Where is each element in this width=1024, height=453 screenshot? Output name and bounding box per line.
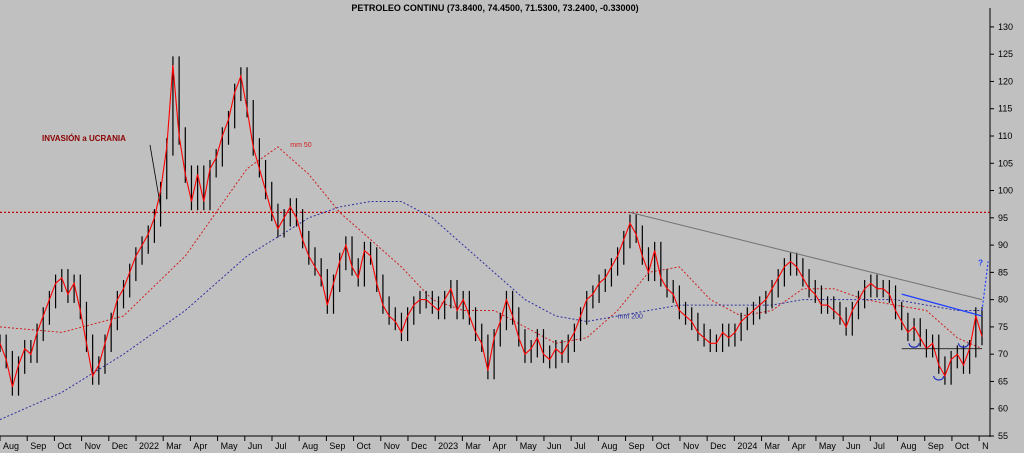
pattern-arc (957, 343, 970, 348)
x-tick-label: Nov (683, 441, 700, 451)
x-tick-label: Sep (329, 441, 345, 451)
x-tick-label: 2022 (139, 441, 159, 451)
mm50-label: mm 50 (290, 142, 312, 149)
pattern-arc (933, 375, 945, 381)
x-tick-label: Aug (601, 441, 617, 451)
y-tick-label: 65 (998, 376, 1008, 386)
x-tick-label: Dec (411, 441, 428, 451)
annotations: ? INVASIÓN a UCRANIA mm 50 mm 200 (42, 134, 989, 381)
y-tick-label: 95 (998, 213, 1008, 223)
downtrend-line (629, 211, 983, 301)
x-tick-label: Jun (248, 441, 263, 451)
y-tick-label: 105 (998, 158, 1013, 168)
y-tick-label: 120 (998, 76, 1013, 86)
x-tick-label: Nov (85, 441, 102, 451)
x-tick-label: Oct (955, 441, 970, 451)
candles (0, 56, 983, 396)
question-mark: ? (978, 258, 983, 267)
y-tick-label: 75 (998, 322, 1008, 332)
x-tick-label: Jun (846, 441, 861, 451)
x-tick-label: Aug (3, 441, 19, 451)
moving-average-line (0, 146, 983, 350)
x-tick-label: Aug (302, 441, 318, 451)
y-tick-label: 100 (998, 186, 1013, 196)
x-tick-label: Dec (112, 441, 129, 451)
chart-title: PETROLEO CONTINU (73.8400, 74.4500, 71.5… (351, 3, 638, 13)
x-tick-label: Sep (928, 441, 944, 451)
x-tick-label: Mar (465, 441, 481, 451)
x-tick-label: Mar (166, 441, 182, 451)
mm200-label: mm 200 (618, 314, 643, 321)
x-tick-label: Sep (30, 441, 46, 451)
pattern-arc (908, 343, 920, 348)
moving-averages (0, 146, 983, 421)
x-tick-label: 2024 (737, 441, 757, 451)
invasion-arrow (149, 144, 161, 207)
x-tick-label: May (520, 441, 538, 451)
projection-arrow (981, 261, 989, 311)
plot-frame (0, 8, 991, 437)
x-tick-label: Mar (765, 441, 781, 451)
invasion-label: INVASIÓN a UCRANIA (42, 134, 126, 143)
price-line (0, 65, 983, 388)
y-tick-label: 80 (998, 295, 1008, 305)
y-tick-label: 125 (998, 49, 1013, 59)
x-tick-label: Nov (384, 441, 401, 451)
x-tick-label: Oct (357, 441, 372, 451)
y-tick-label: 85 (998, 267, 1008, 277)
y-tick-label: 60 (998, 404, 1008, 414)
y-tick-label: 110 (998, 131, 1012, 141)
price-series (0, 65, 983, 388)
x-tick-label: Aug (901, 441, 917, 451)
y-axis: 55 60 65 70 75 80 85 90 95 100 105 110 115 120 125 130 (990, 22, 1013, 441)
x-tick-label: Jul (275, 441, 287, 451)
x-tick-label: May (221, 441, 239, 451)
x-tick-label: May (819, 441, 837, 451)
y-tick-label: 130 (998, 22, 1013, 32)
x-tick-label: Jul (574, 441, 586, 451)
x-tick-label: Oct (57, 441, 72, 451)
x-tick-label: N (982, 441, 989, 451)
x-tick-label: Apr (792, 441, 806, 451)
x-tick-label: Oct (656, 441, 671, 451)
x-tick-label: Sep (629, 441, 645, 451)
x-tick-label: 2023 (438, 441, 458, 451)
y-tick-label: 90 (998, 240, 1008, 250)
x-tick-label: Dec (710, 441, 727, 451)
x-tick-label: Apr (193, 441, 207, 451)
y-tick-label: 115 (998, 104, 1012, 114)
x-tick-label: Jul (873, 441, 885, 451)
moving-average-line (0, 201, 982, 421)
blue-trend-line (901, 293, 983, 317)
x-axis: Aug Sep Oct Nov Dec 2022 Mar Apr May Jun Jul Aug Sep… (0, 436, 989, 451)
y-tick-label: 70 (998, 349, 1008, 359)
x-tick-label: Apr (493, 441, 507, 451)
x-tick-label: Jun (547, 441, 562, 451)
y-tick-label: 55 (998, 431, 1008, 441)
